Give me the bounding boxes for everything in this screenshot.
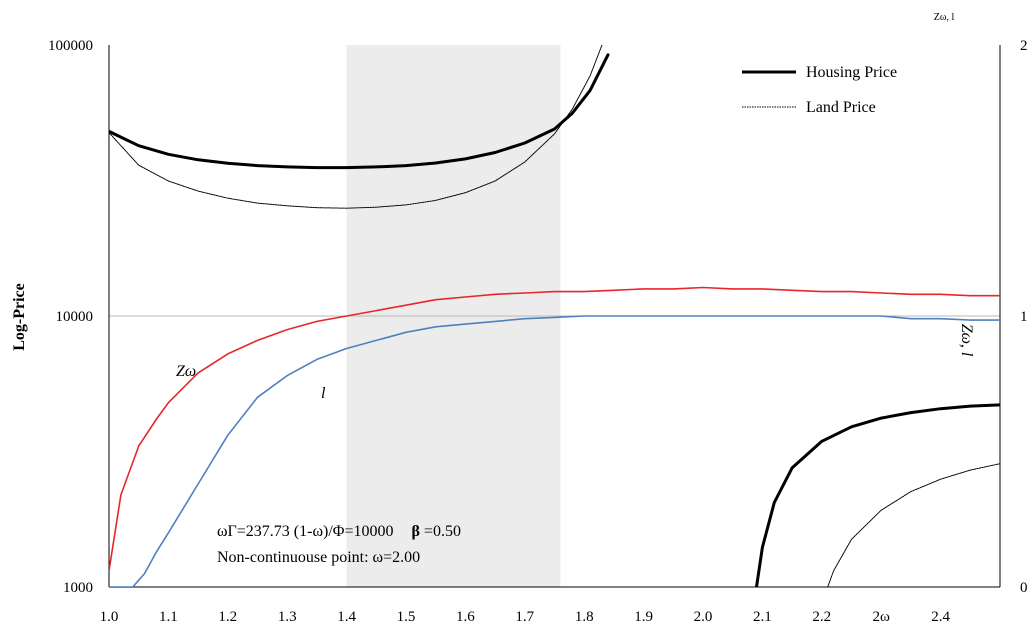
y2-tick-label: 2	[1020, 38, 1028, 54]
annotation-beta-symbol: β	[411, 523, 419, 540]
x-tick-label: 2.2	[812, 609, 831, 625]
y2-tick-label: 0	[1020, 580, 1028, 596]
land-price-line-2	[827, 463, 1000, 587]
l-line	[109, 315, 1000, 587]
land-price-line-1	[109, 45, 603, 209]
x-tick-label: 2.1	[753, 609, 772, 625]
z-omega-line	[109, 286, 1000, 572]
x-tick-label: 1.8	[575, 609, 594, 625]
x-tick-label: 1.4	[337, 609, 356, 625]
housing-price-line-2	[755, 403, 1000, 587]
x-tick-label: 1.1	[159, 609, 178, 625]
annotation-params-text: ωΓ=237.73 (1-ω)/Φ=10000	[217, 523, 393, 540]
x-tick-label: 2.0	[694, 609, 713, 625]
housing-price-line-1	[109, 53, 610, 170]
ticks-layer: 1.0 1.1 1.2 1.3 1.4 1.5 1.6 1.7 1.8 1.9 2.0 2.1 2.2 2…	[48, 38, 1028, 625]
y2-axis-label: Zω, l	[934, 12, 955, 23]
annotation-parameters: ωΓ=237.73 (1-ω)/Φ=10000 β =0.50	[217, 523, 461, 540]
legend-housing-label: Housing Price	[806, 64, 897, 81]
legend-land-label: Land Price	[806, 99, 876, 116]
x-tick-label: 1.7	[515, 609, 534, 625]
legend: Housing Price Land Price	[742, 64, 897, 116]
annotation-noncontinuous: Non-continuouse point: ω=2.00	[217, 549, 420, 566]
x-tick-label: 1.2	[218, 609, 237, 625]
x-tick-label: 1.0	[100, 609, 119, 625]
y-tick-label: 100000	[48, 38, 93, 54]
y-axis-label: Log-Price	[11, 283, 28, 351]
series-layer	[109, 45, 1000, 587]
y2-tick-label: 1	[1020, 309, 1028, 325]
y-tick-label: 1000	[63, 580, 93, 596]
x-tick-label: 1.9	[634, 609, 653, 625]
y-tick-label: 10000	[56, 309, 94, 325]
x-tick-label: 1.5	[397, 609, 416, 625]
l-label: l	[321, 385, 326, 402]
x-tick-label: 1.3	[278, 609, 297, 625]
annotation-beta-value: =0.50	[424, 523, 461, 540]
x-tick-label: 2.4	[931, 609, 950, 625]
z-omega-label: Zω	[176, 363, 196, 380]
x-tick-label: 1.6	[456, 609, 475, 625]
y2-axis-label-rotated: Zω, l	[958, 324, 975, 357]
x-tick-label: 2ω	[873, 609, 891, 625]
